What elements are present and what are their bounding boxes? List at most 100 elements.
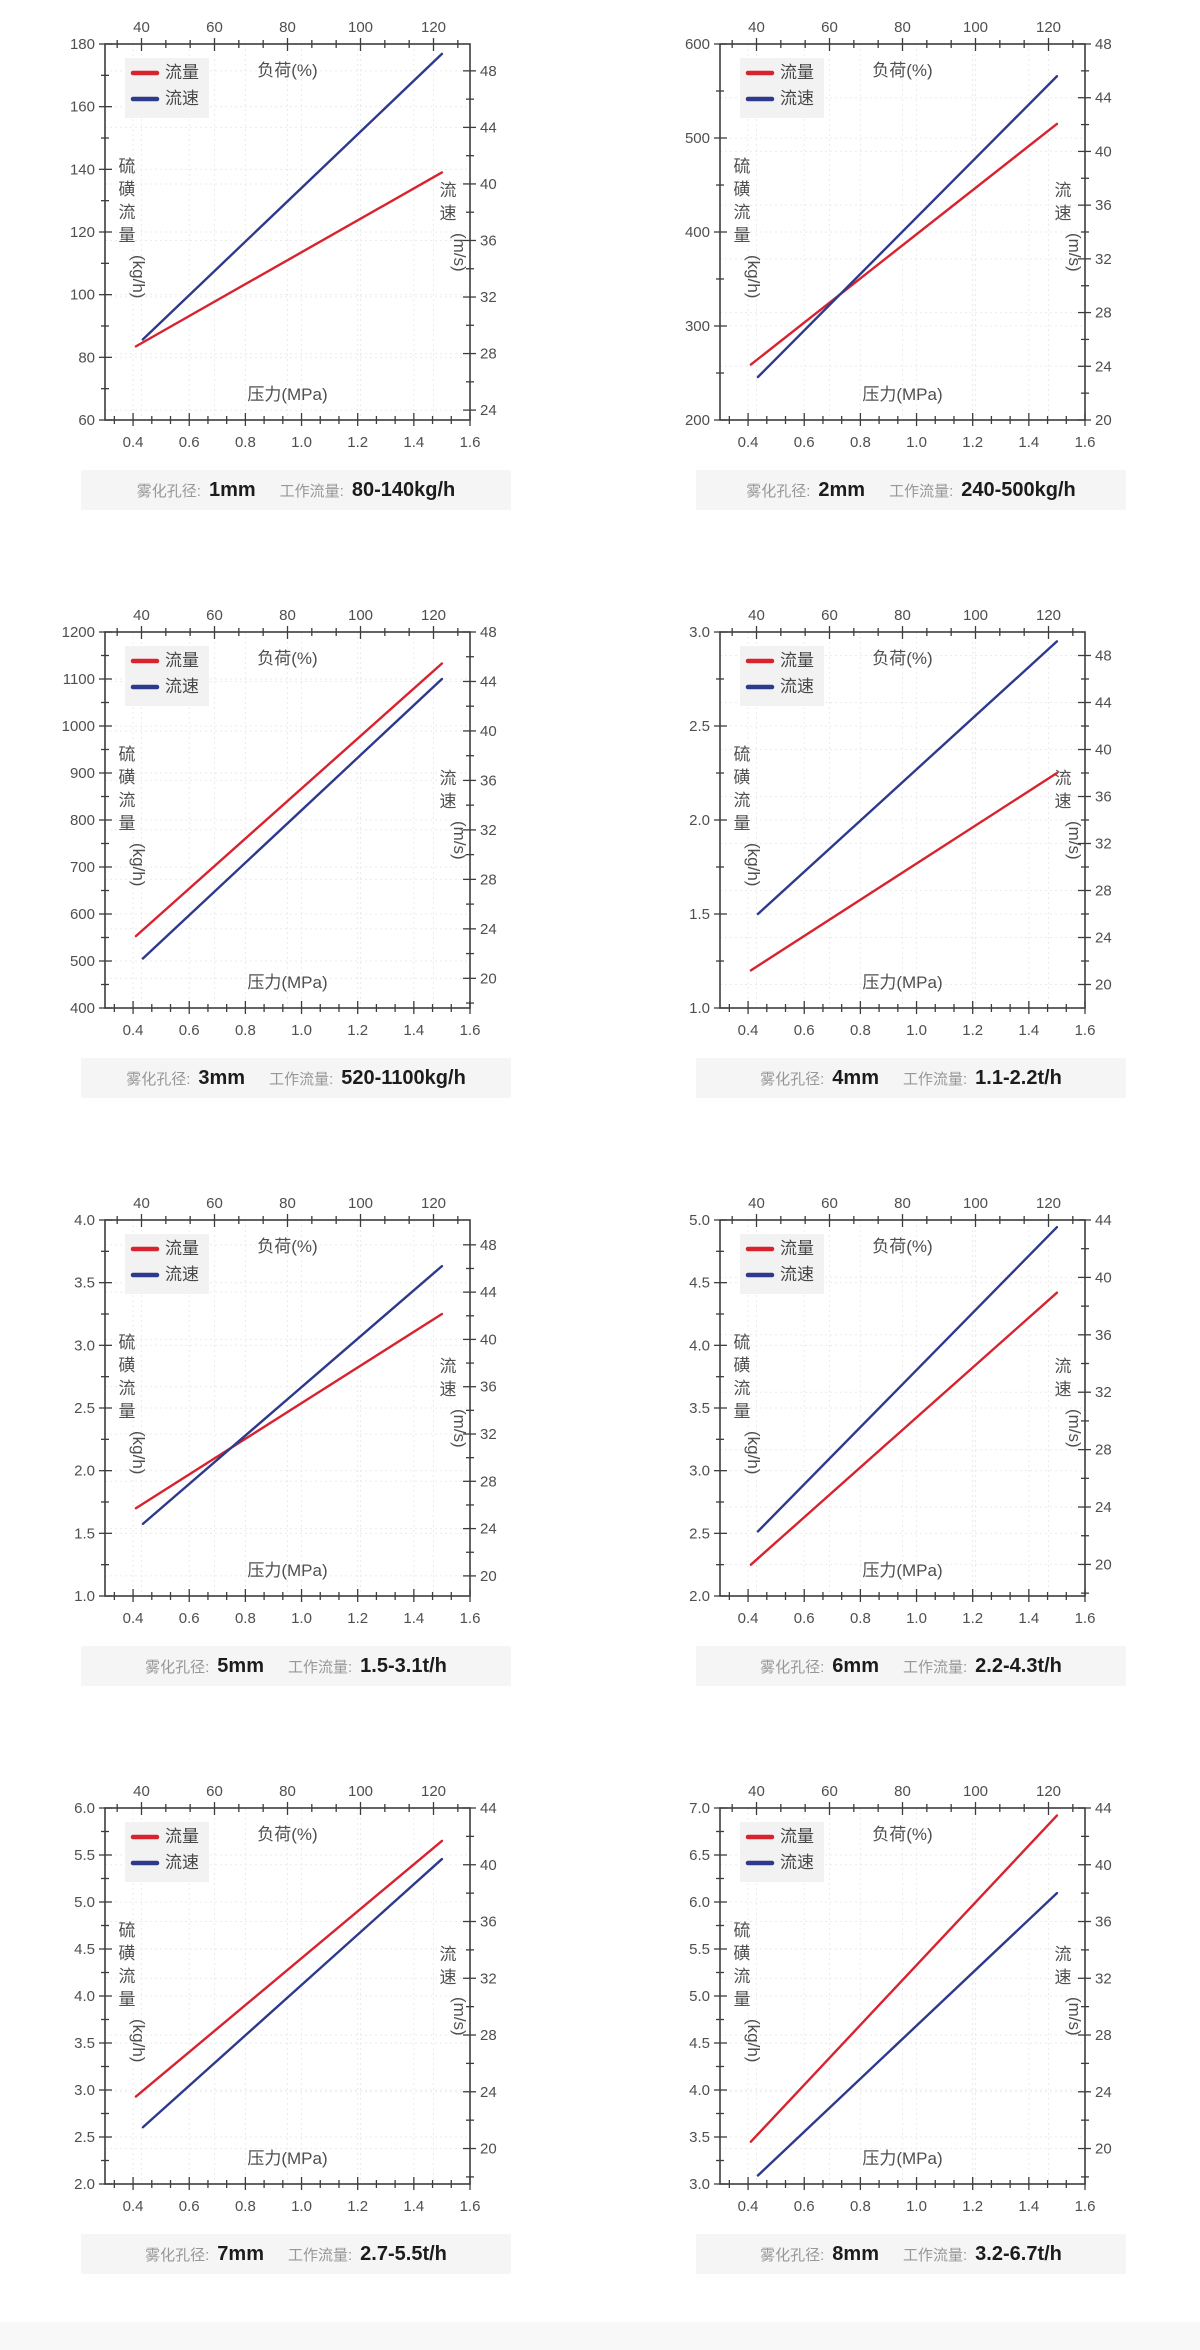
top-tick-label: 40: [748, 1195, 765, 1212]
x-tick-label: 0.8: [850, 2198, 871, 2215]
left-axis-title: 硫磺流量: [734, 1333, 751, 1421]
right-axis-title: 流速: [1055, 1357, 1072, 1399]
x-tick-label: 0.8: [850, 1022, 871, 1039]
x-tick-label: 1.2: [962, 434, 983, 451]
top-tick-label: 60: [821, 1783, 838, 1800]
left-tick-label: 6.5: [689, 1847, 710, 1864]
left-tick-label: 4.5: [689, 1275, 710, 1292]
top-tick-label: 100: [963, 607, 988, 624]
right-tick-label: 48: [480, 63, 497, 80]
working-flow-label: 工作流量:: [288, 1658, 353, 1676]
right-tick-label: 28: [1095, 1442, 1112, 1459]
top-tick-label: 100: [963, 19, 988, 36]
left-axis-unit: (kg/h): [129, 843, 148, 886]
left-tick-label: 1.0: [74, 1588, 95, 1605]
top-tick-label: 80: [894, 1783, 911, 1800]
x-tick-label: 0.6: [179, 434, 200, 451]
right-tick-label: 40: [1095, 143, 1112, 160]
velocity-line: [141, 677, 444, 960]
left-tick-label: 2.5: [74, 1400, 95, 1417]
x-tick-label: 0.4: [738, 1022, 759, 1039]
left-tick-label: 1.5: [74, 1525, 95, 1542]
right-tick-label: 44: [1095, 1212, 1112, 1229]
top-tick-label: 120: [421, 1195, 446, 1212]
left-axis-title: 硫磺流量: [119, 157, 136, 245]
top-axis-title: 负荷(%): [872, 1825, 932, 1844]
left-axis-unit: (kg/h): [129, 2019, 148, 2062]
right-tick-label: 20: [1095, 2141, 1112, 2158]
left-axis-unit: (kg/h): [744, 2019, 763, 2062]
right-tick-label: 44: [1095, 1800, 1112, 1817]
right-tick-label: 24: [1095, 2084, 1112, 2101]
right-tick-label: 36: [480, 232, 497, 249]
legend-label: 流速: [780, 1853, 814, 1872]
top-tick-label: 60: [206, 19, 223, 36]
x-tick-label: 0.4: [738, 2198, 759, 2215]
x-tick-label: 1.6: [460, 1610, 481, 1627]
right-tick-label: 44: [1095, 695, 1112, 712]
legend-box: [740, 1822, 824, 1882]
left-axis-unit: (kg/h): [744, 255, 763, 298]
working-flow-label: 工作流量:: [903, 2246, 968, 2264]
right-tick-label: 40: [1095, 1269, 1112, 1286]
top-axis-title: 负荷(%): [257, 61, 317, 80]
top-tick-label: 120: [1036, 607, 1061, 624]
right-axis-unit: (m/s): [1065, 1409, 1084, 1448]
right-axis-unit: (m/s): [450, 1409, 469, 1448]
top-tick-label: 80: [894, 19, 911, 36]
left-tick-label: 1000: [62, 718, 95, 735]
right-tick-label: 24: [480, 1521, 497, 1538]
top-tick-label: 120: [421, 607, 446, 624]
working-flow-label: 工作流量:: [903, 1658, 968, 1676]
bottom-axis-title: 压力(MPa): [247, 973, 327, 992]
top-tick-label: 80: [279, 1783, 296, 1800]
x-tick-label: 1.4: [403, 2198, 424, 2215]
right-axis-title: 流速: [440, 769, 457, 811]
x-tick-label: 1.4: [403, 1610, 424, 1627]
right-tick-label: 20: [480, 1568, 497, 1585]
right-tick-label: 28: [1095, 305, 1112, 322]
right-tick-label: 32: [480, 1426, 497, 1443]
left-axis-unit: (kg/h): [744, 843, 763, 886]
top-tick-label: 80: [894, 607, 911, 624]
right-tick-label: 36: [480, 1914, 497, 1931]
right-tick-label: 40: [1095, 1857, 1112, 1874]
right-tick-label: 28: [480, 346, 497, 363]
aperture-value: 3mm: [198, 1066, 246, 1089]
left-tick-label: 2.0: [74, 2176, 95, 2193]
chart-2mm: 0.4 0.6 0.8 1.0 1.2 1.4 1.6 40 60 80 100 120 200 300 4…: [685, 19, 1112, 451]
legend-label: 流速: [780, 677, 814, 696]
x-tick-label: 1.6: [1075, 434, 1096, 451]
left-tick-label: 5.0: [74, 1894, 95, 1911]
x-tick-label: 1.0: [291, 1022, 312, 1039]
flow-line: [134, 1312, 444, 1510]
flow-line: [134, 1839, 444, 2098]
left-tick-label: 2.0: [689, 1588, 710, 1605]
x-tick-label: 0.8: [235, 2198, 256, 2215]
chart-panel-5mm: 0.4 0.6 0.8 1.0 1.2 1.4 1.6 40 60 80 100 120 1.0 1.5 2…: [45, 1188, 515, 1686]
top-tick-label: 40: [133, 1195, 150, 1212]
right-axis-unit: (m/s): [450, 233, 469, 272]
chart-3mm: 0.4 0.6 0.8 1.0 1.2 1.4 1.6 40 60 80 100 120 400 500 6…: [62, 607, 497, 1039]
chart-panel-3mm: 0.4 0.6 0.8 1.0 1.2 1.4 1.6 40 60 80 100 120 400 500 6…: [45, 600, 515, 1098]
legend-label: 流量: [165, 651, 199, 670]
left-tick-label: 600: [70, 906, 95, 923]
x-tick-label: 1.2: [962, 1610, 983, 1627]
x-tick-label: 1.6: [1075, 1610, 1096, 1627]
x-tick-label: 1.2: [347, 1022, 368, 1039]
right-tick-label: 40: [480, 1331, 497, 1348]
x-tick-label: 1.0: [906, 2198, 927, 2215]
chart-8mm: 0.4 0.6 0.8 1.0 1.2 1.4 1.6 40 60 80 100 120 3.0 3.5 4…: [689, 1783, 1112, 2215]
right-tick-label: 32: [1095, 251, 1112, 268]
top-tick-label: 100: [348, 1783, 373, 1800]
x-tick-label: 0.6: [179, 1022, 200, 1039]
right-axis-title: 流速: [440, 1945, 457, 1987]
x-tick-label: 0.4: [738, 1610, 759, 1627]
top-axis-title: 负荷(%): [257, 649, 317, 668]
legend-box: [740, 58, 824, 118]
legend-box: [125, 1234, 209, 1294]
right-axis-unit: (m/s): [1065, 1997, 1084, 2036]
legend-label: 流速: [165, 1853, 199, 1872]
left-axis-unit: (kg/h): [744, 1431, 763, 1474]
